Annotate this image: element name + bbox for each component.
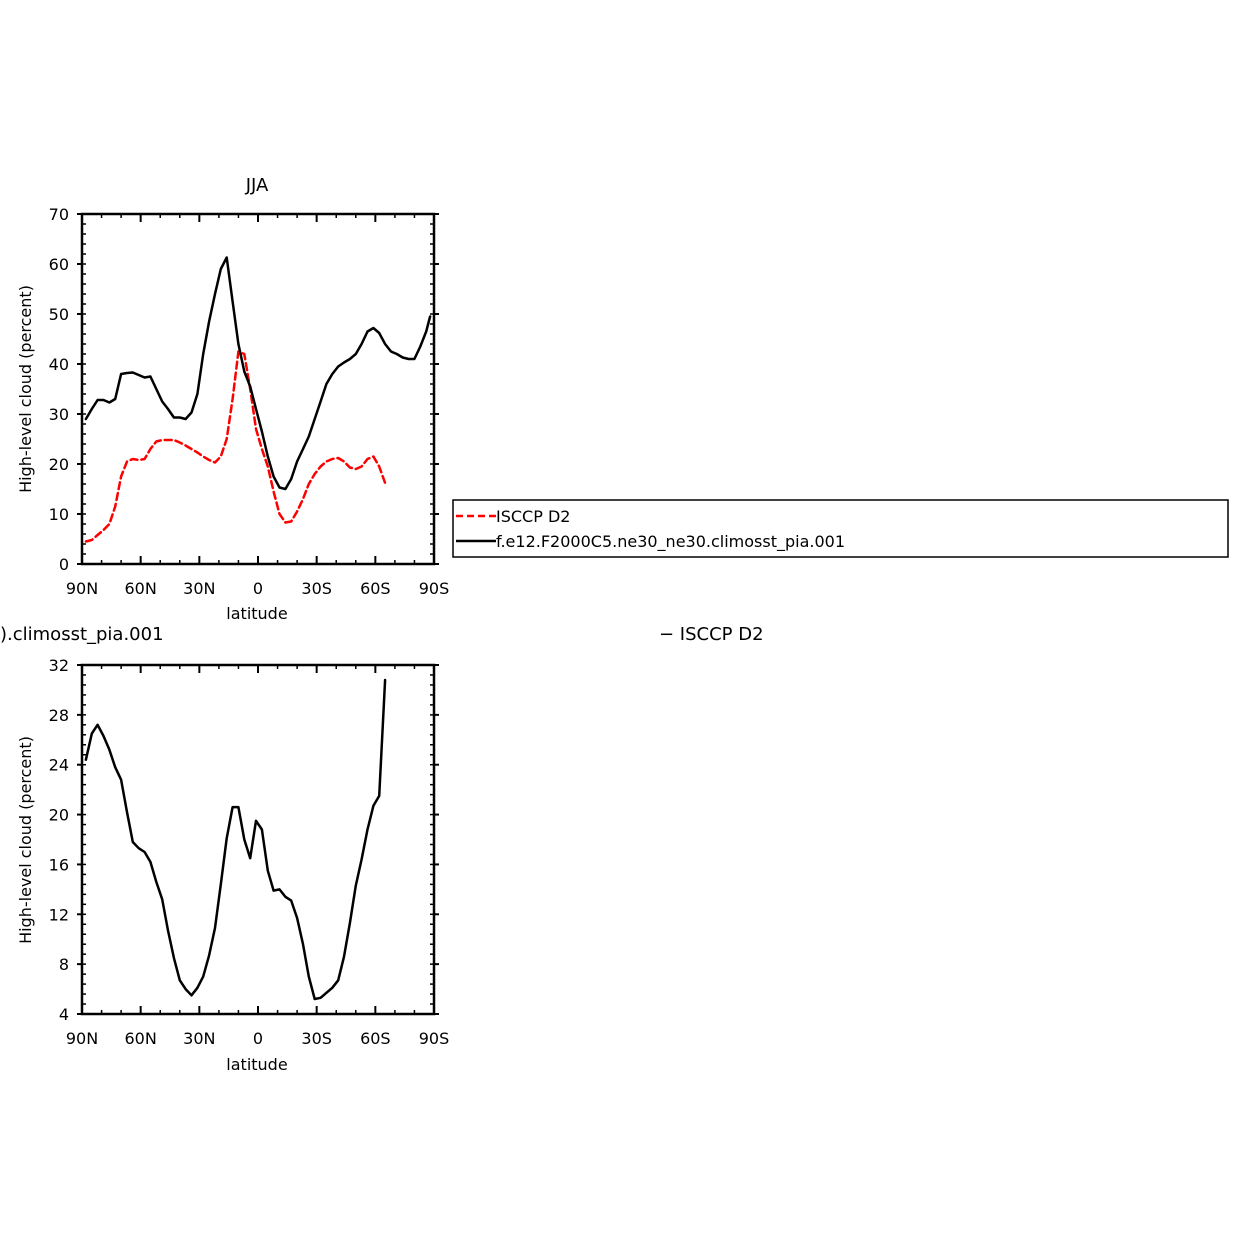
- panel-top: JJA 90N 60N 30N 0 30S 60S 90S 0 10 20 30 40 50 60 70 l…: [16, 175, 449, 623]
- panel-bottom-xtick-label: 0: [253, 1029, 263, 1048]
- panel-top-ytick-label: 10: [49, 505, 69, 524]
- panel-bottom: ).climosst_pia.001 − ISCCP D2 90N 60N 30N 0…: [0, 624, 764, 1074]
- panel-bottom-ytick-label: 32: [49, 656, 69, 675]
- panel-bottom-xtick-label: 90N: [66, 1029, 98, 1048]
- panel-bottom-xtick-label: 60S: [360, 1029, 391, 1048]
- panel-bottom-xlabel: latitude: [226, 1055, 287, 1074]
- panel-bottom-ytick-label: 16: [49, 855, 69, 874]
- panel-top-ytick-label: 30: [49, 405, 69, 424]
- panel-bottom-ytick-label: 28: [49, 706, 69, 725]
- panel-bottom-xtick-label: 30S: [301, 1029, 332, 1048]
- panel-top-ytick-label: 0: [59, 555, 69, 574]
- panel-top-xtick-label: 60S: [360, 579, 391, 598]
- panel-bottom-frame: [80, 663, 436, 1016]
- panel-top-ytick-label: 60: [49, 255, 69, 274]
- panel-bottom-series-line-model: [84, 678, 387, 1001]
- legend-label-model: f.e12.F2000C5.ne30_ne30.climosst_pia.001: [496, 532, 845, 552]
- panel-top-xtick-label: 90N: [66, 579, 98, 598]
- panel-bottom-title-right: − ISCCP D2: [659, 624, 764, 645]
- panel-top-series-line-model: [84, 256, 432, 491]
- panel-top-xtick-label: 90S: [419, 579, 450, 598]
- panel-top-ytick-label: 20: [49, 455, 69, 474]
- panel-bottom-xtick-label: 90S: [419, 1029, 450, 1048]
- panel-top-xtick-label: 60N: [125, 579, 157, 598]
- panel-bottom-ylabel: High-level cloud (percent): [16, 736, 35, 944]
- panel-top-series-line-isccp: [84, 350, 387, 543]
- panel-top-ytick-label: 50: [49, 305, 69, 324]
- panel-top-title: JJA: [245, 175, 269, 196]
- panel-top-ytick-label: 40: [49, 355, 69, 374]
- panel-bottom-xtick-label: 60N: [125, 1029, 157, 1048]
- panel-top-xlabel: latitude: [226, 604, 287, 623]
- panel-bottom-xtick-label: 30N: [183, 1029, 215, 1048]
- panel-top-ylabel: High-level cloud (percent): [16, 285, 35, 493]
- panel-bottom-title-left: ).climosst_pia.001: [0, 624, 164, 645]
- panel-top-ytick-label: 70: [49, 205, 69, 224]
- panel-bottom-ytick-label: 12: [49, 905, 69, 924]
- panel-bottom-ytick-label: 20: [49, 806, 69, 825]
- panel-bottom-ytick-label: 8: [59, 955, 69, 974]
- panel-top-xtick-label: 0: [253, 579, 263, 598]
- legend: ISCCP D2 f.e12.F2000C5.ne30_ne30.climoss…: [452, 499, 1229, 558]
- panel-bottom-ytick-label: 24: [49, 756, 69, 775]
- panel-top-xtick-label: 30N: [183, 579, 215, 598]
- panel-top-xtick-label: 30S: [301, 579, 332, 598]
- legend-label-isccp: ISCCP D2: [496, 507, 570, 526]
- panel-bottom-ytick-label: 4: [59, 1005, 69, 1024]
- legend-box: [452, 499, 1229, 558]
- panel-top-frame: [80, 212, 436, 566]
